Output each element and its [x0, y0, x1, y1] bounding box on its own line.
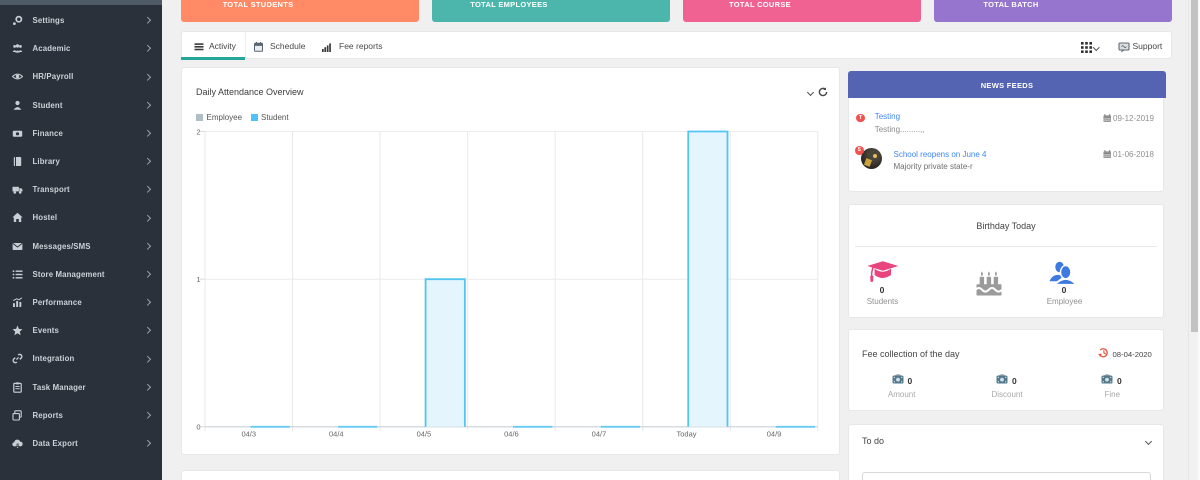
svg-text:04/6: 04/6	[504, 430, 519, 439]
svg-text:04/9: 04/9	[767, 430, 782, 439]
svg-text:0: 0	[196, 423, 200, 432]
svg-text:04/7: 04/7	[592, 430, 607, 439]
svg-text:Today: Today	[677, 430, 697, 439]
svg-text:2: 2	[196, 127, 200, 136]
svg-text:04/3: 04/3	[241, 430, 256, 439]
svg-text:1: 1	[196, 275, 200, 284]
svg-text:04/4: 04/4	[329, 430, 344, 439]
svg-text:04/5: 04/5	[417, 430, 432, 439]
